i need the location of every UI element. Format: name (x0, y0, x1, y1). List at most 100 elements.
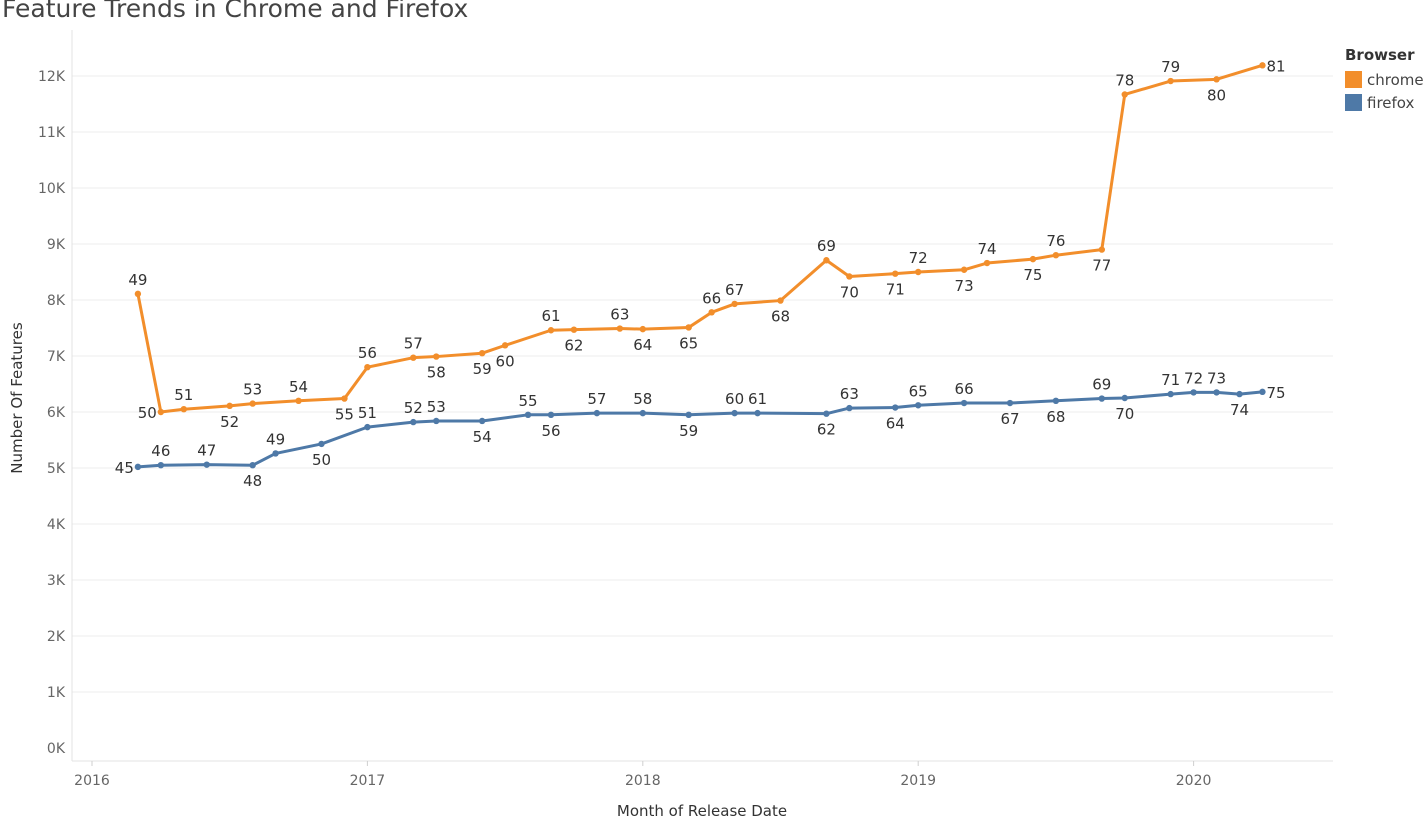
data-label-firefox: 67 (1000, 410, 1019, 428)
x-tick-label: 2017 (350, 773, 386, 789)
data-label-firefox: 45 (115, 459, 134, 477)
data-point-firefox[interactable] (1259, 388, 1266, 396)
data-point-chrome[interactable] (1167, 77, 1174, 85)
data-point-chrome[interactable] (1052, 252, 1060, 259)
data-point-firefox[interactable] (1098, 395, 1106, 402)
legend: Browser chrome firefox (1345, 46, 1424, 114)
data-point-chrome[interactable] (249, 400, 256, 407)
data-point-chrome[interactable] (501, 342, 509, 349)
data-point-chrome[interactable] (1098, 246, 1106, 253)
data-point-chrome[interactable] (134, 290, 142, 298)
data-point-firefox[interactable] (754, 409, 761, 417)
data-point-firefox[interactable] (593, 409, 601, 417)
data-point-chrome[interactable] (915, 268, 922, 276)
data-point-chrome[interactable] (616, 325, 624, 332)
data-point-firefox[interactable] (410, 418, 417, 426)
data-point-chrome[interactable] (708, 309, 715, 316)
data-label-chrome: 60 (496, 352, 515, 370)
data-point-chrome[interactable] (478, 350, 486, 357)
data-point-firefox[interactable] (1121, 394, 1128, 402)
y-tick-label: 2K (47, 629, 66, 645)
data-point-chrome[interactable] (960, 266, 968, 273)
data-point-chrome[interactable] (1213, 76, 1220, 83)
data-label-chrome: 52 (220, 413, 239, 431)
data-label-chrome: 79 (1161, 58, 1180, 76)
data-point-chrome[interactable] (892, 270, 899, 277)
data-point-firefox[interactable] (134, 463, 142, 471)
y-axis: 0K 1K 2K 3K 4K 5K 6K 7K 8K 9K 10K 11K 12K (38, 30, 73, 761)
data-point-firefox[interactable] (1052, 397, 1060, 404)
data-point-chrome[interactable] (433, 353, 440, 360)
data-point-chrome[interactable] (823, 257, 830, 264)
data-point-firefox[interactable] (249, 462, 256, 469)
legend-item-chrome[interactable]: chrome (1345, 68, 1424, 91)
data-point-chrome[interactable] (547, 327, 555, 334)
data-point-firefox[interactable] (433, 417, 440, 425)
data-point-firefox[interactable] (203, 461, 210, 468)
data-point-chrome[interactable] (777, 297, 784, 304)
data-point-firefox[interactable] (364, 423, 371, 431)
data-label-chrome: 78 (1115, 71, 1134, 89)
x-tick-label: 2016 (74, 773, 110, 789)
data-point-chrome[interactable] (983, 259, 991, 267)
data-point-firefox[interactable] (157, 462, 165, 469)
data-label-firefox: 66 (955, 380, 974, 398)
data-point-chrome[interactable] (846, 273, 853, 280)
data-point-firefox[interactable] (823, 410, 830, 417)
data-point-chrome[interactable] (685, 324, 692, 331)
y-tick-label: 10K (38, 181, 66, 197)
data-point-firefox[interactable] (846, 404, 853, 412)
data-point-chrome[interactable] (226, 402, 233, 410)
data-point-chrome[interactable] (295, 397, 302, 404)
data-point-chrome[interactable] (341, 395, 348, 402)
data-label-firefox: 72 (1184, 369, 1203, 387)
data-label-firefox: 57 (587, 390, 606, 408)
gridlines (72, 75, 1333, 693)
data-point-firefox[interactable] (915, 402, 922, 409)
data-label-firefox: 71 (1161, 371, 1180, 389)
data-label-chrome: 72 (909, 249, 928, 267)
data-label-firefox: 73 (1207, 369, 1226, 387)
data-label-chrome: 54 (289, 378, 308, 396)
data-label-chrome: 68 (771, 308, 790, 326)
data-label-chrome: 73 (955, 277, 974, 295)
data-label-firefox: 60 (725, 390, 744, 408)
data-point-firefox[interactable] (1213, 389, 1220, 396)
data-point-firefox[interactable] (1236, 390, 1243, 398)
data-point-firefox[interactable] (524, 411, 532, 418)
x-axis-title: Month of Release Date (617, 802, 787, 820)
data-label-firefox: 58 (633, 390, 652, 408)
data-label-chrome: 61 (541, 307, 560, 325)
data-point-firefox[interactable] (960, 399, 968, 407)
data-point-firefox[interactable] (318, 440, 325, 448)
data-label-chrome: 56 (358, 344, 377, 362)
data-point-firefox[interactable] (1006, 399, 1014, 407)
data-point-chrome[interactable] (731, 300, 738, 308)
y-tick-label: 11K (38, 125, 66, 141)
data-label-firefox: 70 (1115, 405, 1134, 423)
data-point-firefox[interactable] (731, 409, 738, 417)
data-point-firefox[interactable] (892, 404, 899, 411)
data-point-chrome[interactable] (157, 408, 165, 416)
data-point-chrome[interactable] (639, 325, 646, 333)
legend-label-chrome: chrome (1367, 70, 1424, 89)
data-point-firefox[interactable] (1190, 389, 1197, 396)
data-label-chrome: 81 (1266, 57, 1285, 75)
data-point-chrome[interactable] (364, 364, 371, 371)
data-label-chrome: 51 (174, 386, 193, 404)
data-point-firefox[interactable] (478, 417, 486, 425)
data-point-chrome[interactable] (180, 406, 187, 413)
data-point-firefox[interactable] (1167, 390, 1174, 398)
data-point-chrome[interactable] (1121, 91, 1128, 98)
data-label-chrome: 58 (427, 364, 446, 382)
data-point-firefox[interactable] (547, 411, 555, 418)
data-point-firefox[interactable] (639, 409, 646, 417)
legend-label-firefox: firefox (1367, 93, 1415, 112)
legend-item-firefox[interactable]: firefox (1345, 91, 1424, 114)
data-point-chrome[interactable] (1259, 62, 1266, 69)
data-point-firefox[interactable] (685, 411, 692, 418)
data-point-firefox[interactable] (272, 450, 279, 457)
data-point-chrome[interactable] (410, 354, 417, 361)
data-point-chrome[interactable] (570, 326, 578, 333)
data-point-chrome[interactable] (1029, 255, 1037, 263)
